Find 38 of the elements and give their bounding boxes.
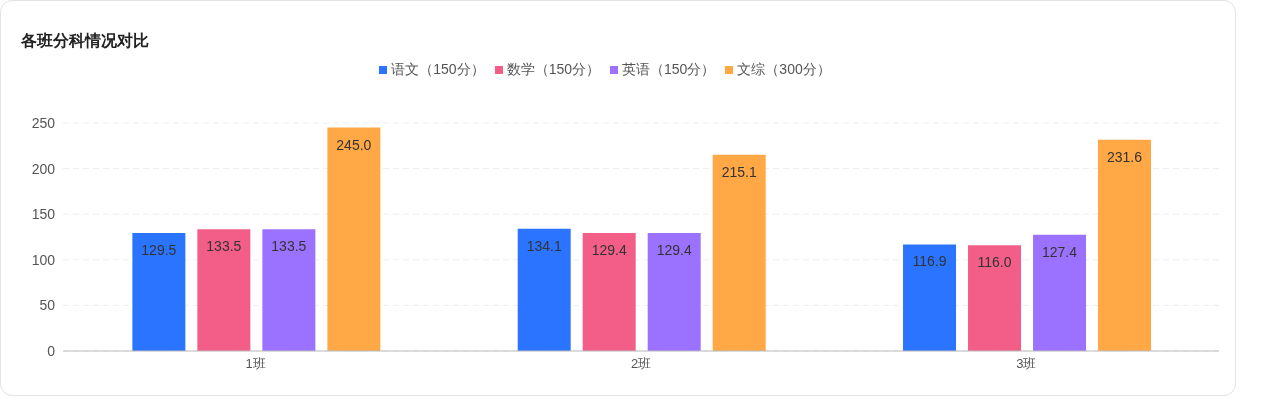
- data-label: 129.4: [656, 241, 692, 258]
- bar: [197, 229, 251, 351]
- y-tick-label: 250: [31, 114, 56, 131]
- data-label: 133.5: [206, 238, 242, 255]
- legend-label: 英语（150分）: [622, 61, 716, 77]
- bar: [1033, 234, 1087, 351]
- data-label: 134.1: [526, 237, 562, 254]
- bar: [1098, 139, 1152, 351]
- data-label: 116.0: [977, 254, 1012, 271]
- chart-title: 各班分科情况对比: [21, 31, 149, 51]
- legend-label: 文综（300分）: [737, 61, 831, 77]
- data-label: 127.4: [1042, 243, 1078, 260]
- bar: [517, 228, 571, 351]
- bar: [262, 229, 316, 351]
- x-tick-label: 2班: [630, 356, 652, 372]
- data-label: 129.4: [591, 241, 627, 258]
- y-tick-label: 150: [31, 206, 56, 223]
- data-label: 231.6: [1107, 148, 1143, 165]
- bar: [903, 244, 957, 351]
- data-label: 116.9: [912, 253, 947, 270]
- x-tick-label: 1班: [245, 356, 266, 372]
- legend-label: 数学（150分）: [506, 61, 600, 77]
- data-label: 245.0: [336, 136, 372, 153]
- legend-label: 语文（150分）: [391, 61, 485, 77]
- y-tick-label: 0: [47, 342, 56, 359]
- bar: [712, 154, 766, 351]
- data-label: 129.5: [141, 241, 177, 258]
- y-tick-label: 100: [31, 251, 56, 268]
- bar: [132, 232, 186, 351]
- bar: [968, 245, 1022, 351]
- x-tick-label: 3班: [1016, 356, 1037, 372]
- y-tick-label: 200: [31, 160, 56, 177]
- data-label: 133.5: [271, 238, 307, 255]
- bar: [647, 232, 701, 351]
- y-tick-label: 50: [39, 297, 56, 314]
- bar: [327, 127, 381, 351]
- data-label: 215.1: [721, 163, 757, 180]
- bar: [582, 232, 636, 351]
